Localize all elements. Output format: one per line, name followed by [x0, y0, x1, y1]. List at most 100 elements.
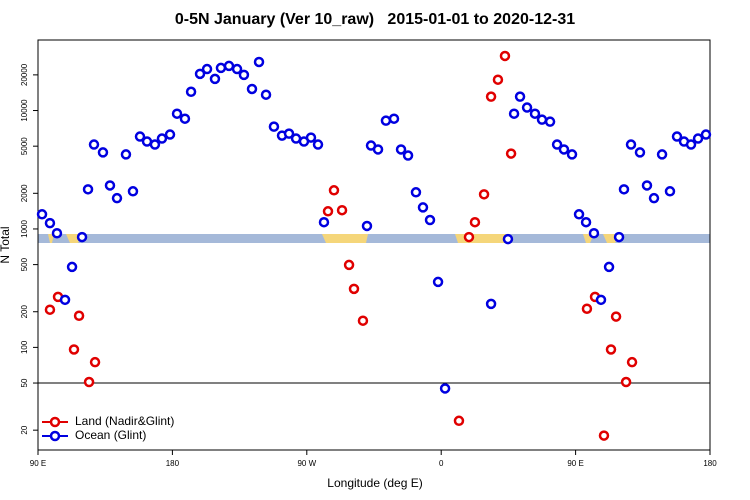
data-point	[671, 131, 683, 142]
data-point	[536, 114, 548, 125]
data-point	[156, 133, 168, 144]
data-point	[692, 133, 704, 144]
data-point	[59, 294, 71, 306]
data-point	[402, 150, 414, 161]
x-tick-label: 90 E	[567, 459, 583, 468]
data-point	[318, 216, 330, 228]
y-tick-label: 2000	[20, 184, 29, 202]
y-tick-label: 100	[20, 340, 29, 354]
y-tick-label: 10000	[20, 99, 29, 122]
y-tick-label: 50	[20, 378, 29, 387]
data-point	[610, 311, 622, 322]
data-point	[626, 356, 638, 368]
data-point	[485, 298, 497, 310]
data-point	[223, 60, 235, 72]
data-point	[598, 430, 610, 441]
data-point	[595, 294, 607, 306]
data-point	[573, 209, 585, 220]
data-point	[685, 139, 697, 150]
data-point	[253, 56, 265, 68]
data-point	[201, 63, 213, 75]
data-point	[700, 129, 712, 140]
data-point	[164, 129, 176, 140]
data-point	[348, 283, 360, 295]
data-point	[521, 102, 533, 113]
x-tick-label: 90 W	[297, 459, 316, 468]
y-tick-label: 20000	[20, 63, 29, 86]
data-point	[544, 116, 556, 127]
data-point	[171, 108, 183, 119]
data-point	[82, 184, 94, 195]
data-point	[322, 206, 334, 217]
x-tick-label: 180	[166, 459, 180, 468]
data-point	[73, 310, 85, 321]
x-axis-title: Longitude (deg E)	[327, 476, 422, 490]
legend-label: Land (Nadir&Glint)	[75, 414, 174, 428]
data-point	[656, 149, 668, 160]
data-point	[88, 139, 100, 150]
legend-label: Ocean (Glint)	[75, 428, 146, 442]
data-point	[66, 261, 78, 273]
y-tick-label: 20	[20, 425, 29, 434]
y-axis-title: N Total	[0, 226, 12, 263]
data-point	[618, 184, 630, 195]
data-point	[215, 62, 227, 74]
data-point	[439, 383, 451, 394]
data-point	[44, 304, 56, 315]
data-point	[424, 214, 436, 226]
data-point	[551, 139, 563, 150]
y-tick-label: 500	[20, 257, 29, 271]
legend-marker	[49, 430, 61, 442]
data-point	[231, 63, 243, 75]
data-point	[620, 376, 632, 388]
data-point	[566, 149, 578, 160]
data-point	[588, 227, 600, 239]
data-point	[603, 261, 615, 273]
data-point	[185, 86, 197, 98]
data-point	[417, 202, 429, 213]
data-point	[111, 192, 123, 204]
data-point	[485, 91, 497, 102]
data-point	[581, 303, 593, 314]
data-point	[508, 108, 520, 119]
data-point	[268, 121, 280, 132]
data-point	[625, 139, 637, 150]
data-point	[410, 187, 422, 198]
data-point	[463, 231, 475, 243]
data-point	[492, 74, 504, 85]
data-point	[149, 139, 161, 150]
data-point	[246, 83, 258, 95]
data-point	[514, 91, 526, 102]
data-point	[558, 144, 570, 155]
data-point	[605, 344, 617, 355]
mask-band	[38, 234, 710, 243]
data-point	[283, 128, 295, 139]
data-point	[361, 220, 373, 232]
data-point	[336, 204, 348, 216]
data-point	[502, 233, 514, 245]
data-point	[89, 356, 101, 368]
x-tick-label: 90 E	[30, 459, 46, 468]
data-point	[372, 144, 384, 155]
data-point	[83, 376, 95, 388]
data-point	[664, 186, 676, 197]
data-point	[134, 131, 146, 142]
data-point	[529, 108, 541, 119]
data-point	[580, 216, 592, 228]
data-point	[120, 149, 132, 160]
y-tick-label: 5000	[20, 137, 29, 155]
data-point	[127, 186, 139, 197]
data-point	[76, 231, 88, 243]
data-point	[44, 217, 56, 229]
data-point	[478, 189, 490, 200]
data-point	[104, 180, 116, 191]
data-point	[36, 209, 48, 220]
chart-title: 0-5N January (Ver 10_raw) 2015-01-01 to …	[175, 11, 575, 28]
data-point	[388, 113, 400, 124]
y-tick-label: 1000	[20, 220, 29, 238]
data-point	[194, 68, 206, 80]
data-point	[179, 113, 191, 124]
data-point	[312, 139, 324, 150]
data-point	[499, 50, 511, 62]
